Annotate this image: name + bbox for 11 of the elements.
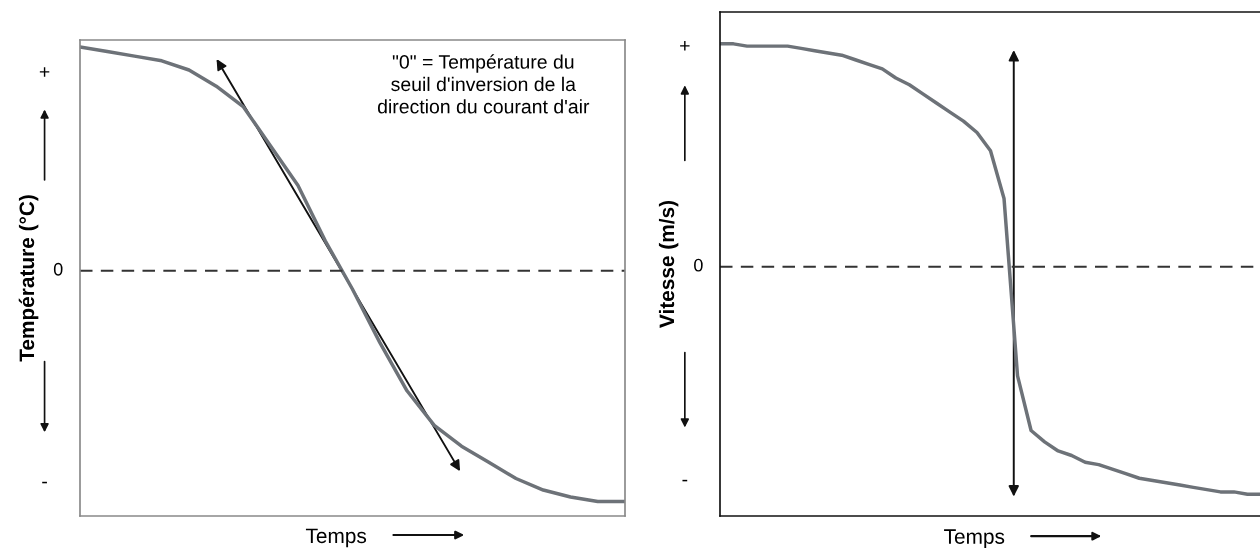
x-axis-title: Temps	[305, 528, 367, 548]
x-axis-title: Temps	[944, 529, 1005, 549]
ref-line-label: 0	[694, 258, 703, 272]
text: -	[682, 479, 688, 482]
text: +	[39, 67, 50, 77]
y-axis-title: Température (°C)	[18, 195, 39, 362]
annotation: "0" = Température du seuil d'inversion de la direction du courant d'air	[377, 54, 590, 114]
text: +	[680, 41, 690, 51]
text: -	[42, 481, 47, 484]
y-axis-title: Vitesse (m/s)	[658, 200, 679, 328]
ref-line-label: 0	[53, 262, 63, 276]
